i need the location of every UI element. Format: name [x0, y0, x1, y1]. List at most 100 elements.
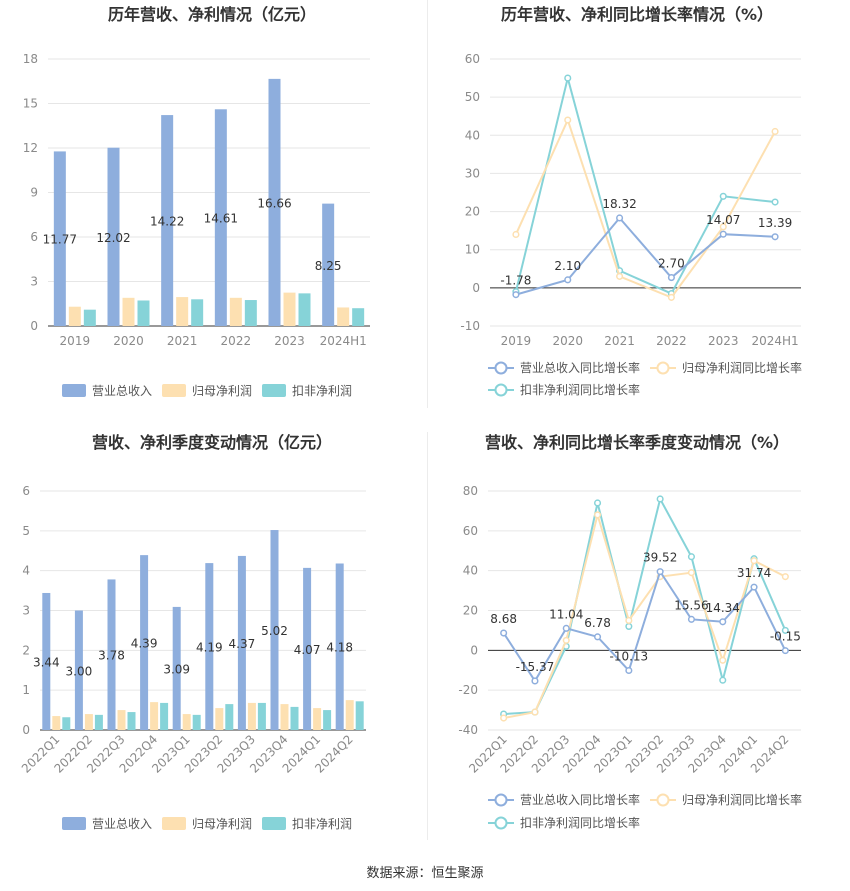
y-tick-label: 0	[30, 319, 38, 333]
bar	[323, 710, 332, 730]
data-point	[512, 291, 520, 299]
bar	[283, 292, 296, 326]
x-tick-label: 2019	[60, 334, 91, 348]
bar	[42, 592, 51, 730]
legend-marker	[656, 793, 670, 807]
y-tick-label: -10	[460, 319, 480, 333]
legend-swatch	[262, 384, 286, 397]
bar	[313, 708, 322, 730]
panel-divider-bottom	[427, 432, 428, 840]
x-tick-label: 2023	[708, 334, 739, 348]
x-tick-label: 2021	[167, 334, 198, 348]
bar	[280, 704, 289, 730]
bar	[225, 704, 234, 730]
data-point	[616, 272, 624, 280]
series-line	[514, 77, 776, 295]
data-label: 3.00	[66, 664, 93, 678]
annual-revenue-profit-bar-chart: 历年营收、净利情况（亿元） 0 3 6 9 12 15 18 11.77 12.02 14.22 14…	[23, 5, 370, 398]
data-label: 4.18	[326, 641, 353, 655]
data-point	[781, 573, 789, 581]
data-label: 3.09	[163, 662, 190, 676]
bar	[355, 701, 364, 730]
y-tick-label: 20	[465, 205, 480, 219]
data-point	[564, 276, 572, 284]
bar	[83, 309, 96, 326]
data-point	[656, 568, 664, 576]
data-label: 11.77	[43, 233, 77, 247]
data-point	[531, 708, 539, 716]
chart-title: 历年营收、净利情况（亿元）	[108, 5, 316, 24]
x-tick-label: 2023	[274, 334, 305, 348]
data-point	[594, 511, 602, 519]
data-point	[781, 626, 789, 634]
x-tick-label: 2019	[501, 334, 532, 348]
y-tick-label: 0	[22, 723, 30, 737]
data-point	[616, 214, 624, 222]
data-point	[719, 223, 727, 231]
data-label: 3.78	[98, 649, 125, 663]
bar	[191, 299, 204, 326]
data-label: 13.39	[758, 216, 792, 230]
x-tick-label: 2024H1	[320, 334, 367, 348]
data-label: -0.15	[770, 630, 801, 644]
data-label: 14.07	[706, 213, 740, 227]
y-tick-label: -40	[458, 723, 478, 737]
bar	[140, 555, 149, 730]
bar	[122, 297, 135, 326]
data-point	[562, 636, 570, 644]
data-point	[719, 656, 727, 664]
x-tick-label: 2020	[552, 334, 583, 348]
data-point	[531, 677, 539, 685]
data-label: 3.44	[33, 655, 60, 669]
bar	[303, 567, 312, 730]
y-tick-label: -20	[458, 683, 478, 697]
bar	[94, 714, 103, 730]
bar	[176, 297, 189, 326]
bar	[172, 606, 181, 730]
x-tick-label: 2022	[656, 334, 687, 348]
data-label: 15.56	[674, 598, 708, 612]
bar	[337, 307, 350, 326]
legend-label: 扣非净利润同比增长率	[520, 382, 640, 397]
y-tick-label: 30	[465, 166, 480, 180]
legend-swatch	[62, 384, 86, 397]
data-point	[719, 192, 727, 200]
bar	[345, 700, 354, 730]
bar	[68, 306, 81, 326]
x-tick-label: 2022	[221, 334, 252, 348]
bar	[205, 563, 214, 730]
y-tick-label: 0	[470, 643, 478, 657]
data-point	[594, 499, 602, 507]
legend-label: 扣非净利润	[292, 384, 352, 398]
data-point	[594, 633, 602, 641]
quarterly-revenue-profit-bar-chart: 营收、净利季度变动情况（亿元） 0 1 2 3 4 5 6 3.44 3.00 3.78 4.39 3.…	[19, 433, 366, 831]
bar	[257, 702, 266, 730]
bar	[352, 308, 365, 326]
y-tick-label: 5	[22, 524, 30, 538]
legend-label: 营业总收入同比增长率	[520, 792, 640, 807]
y-tick-label: 0	[472, 281, 480, 295]
chart-title: 营收、净利季度变动情况（亿元）	[92, 433, 332, 452]
y-tick-label: 12	[23, 141, 38, 155]
data-point	[656, 495, 664, 503]
y-tick-label: 60	[465, 52, 480, 66]
legend-swatch	[162, 384, 186, 397]
data-point	[750, 583, 758, 591]
data-source-label: 数据来源：恒生聚源	[366, 866, 484, 881]
data-point	[500, 714, 508, 722]
chart-title: 历年营收、净利同比增长率情况（%）	[501, 5, 773, 24]
annual-growth-rate-line-chart: 历年营收、净利同比增长率情况（%） -10 0 10 20 30 40 50 60 -1.78 2.…	[460, 5, 802, 397]
bar	[192, 714, 201, 730]
data-label: 6.78	[584, 616, 611, 630]
data-label: 8.68	[490, 612, 517, 626]
y-tick-label: 3	[22, 604, 30, 618]
data-label: 18.32	[602, 197, 636, 211]
bar	[53, 151, 66, 326]
data-label: 12.02	[96, 231, 130, 245]
bar	[137, 300, 150, 326]
data-point	[687, 615, 696, 623]
legend-label: 营业总收入同比增长率	[520, 360, 640, 375]
y-tick-label: 3	[30, 275, 38, 289]
data-point	[719, 676, 727, 684]
legend-label: 营业总收入	[92, 384, 152, 398]
